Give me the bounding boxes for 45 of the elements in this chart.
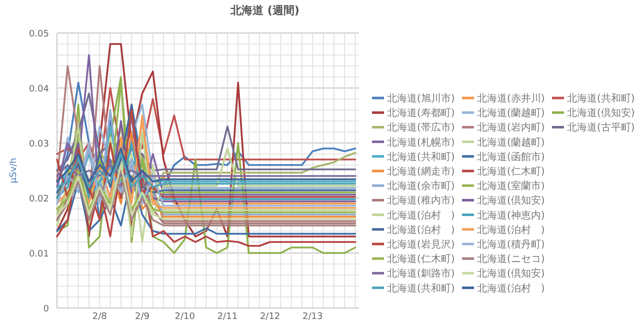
- legend-label: 北海道(岩見沢): [387, 238, 455, 250]
- legend-label: 北海道(釧路市): [387, 268, 455, 280]
- y-tick-label: 0.03: [28, 140, 49, 150]
- legend-label: 北海道(共和町): [387, 150, 455, 163]
- legend-label: 北海道(倶知安): [567, 107, 635, 120]
- x-tick-label: 2/12: [260, 312, 280, 320]
- legend-label: 北海道(蘭越町): [477, 107, 545, 120]
- legend-label: 北海道(仁木町): [477, 166, 545, 178]
- legend-label: 北海道(ニセコ): [477, 253, 545, 266]
- legend-label: 北海道(倶知安): [477, 268, 545, 280]
- legend-label: 北海道(余市町): [387, 180, 455, 192]
- x-tick-label: 2/8: [92, 312, 108, 320]
- x-tick-label: 2/13: [302, 312, 323, 320]
- legend-label: 北海道(泊村 ): [387, 209, 455, 222]
- legend-label: 北海道(札幌市): [387, 136, 455, 148]
- legend-label: 北海道(網走市): [387, 166, 455, 178]
- legend-label: 北海道(岩内町): [477, 122, 545, 134]
- legend-label: 北海道(積丹町): [477, 238, 545, 250]
- legend-label: 北海道(室蘭市): [477, 180, 545, 192]
- legend-label: 北海道(泊村 ): [477, 282, 545, 294]
- legend-label: 北海道(蘭越町): [477, 136, 545, 148]
- y-tick-label: 0: [43, 304, 50, 314]
- x-tick-label: 2/9: [134, 312, 150, 320]
- legend-label: 北海道(稚内市): [387, 194, 455, 207]
- x-tick-label: 2/11: [217, 312, 238, 320]
- legend-label: 北海道(帯広市): [387, 122, 455, 134]
- y-tick-label: 0.04: [28, 84, 50, 94]
- legend-label: 北海道(函館市): [477, 150, 545, 163]
- y-tick-label: 0.02: [28, 194, 49, 204]
- y-tick-label: 0.05: [28, 30, 49, 40]
- legend-label: 北海道(泊村 ): [477, 224, 545, 236]
- y-tick-label: 0.01: [28, 250, 49, 260]
- legend-label: 北海道(赤井川): [477, 92, 545, 104]
- legend-label: 北海道(寿都町): [387, 107, 455, 120]
- legend-label: 北海道(泊村 ): [387, 224, 455, 236]
- legend-label: 北海道(旭川市): [387, 92, 455, 104]
- legend-label: 北海道(共和町): [387, 282, 455, 294]
- legend-label: 北海道(倶知安): [477, 194, 545, 207]
- y-axis-title: µSv/h: [9, 158, 19, 184]
- legend-label: 北海道(古平町): [567, 122, 635, 134]
- legend-label: 北海道(共和町): [567, 92, 635, 104]
- legend-label: 北海道(仁木町): [387, 253, 455, 266]
- chart-title: 北海道 (週間): [230, 4, 300, 17]
- x-tick-label: 2/10: [174, 312, 196, 320]
- legend-label: 北海道(神恵内): [477, 209, 545, 222]
